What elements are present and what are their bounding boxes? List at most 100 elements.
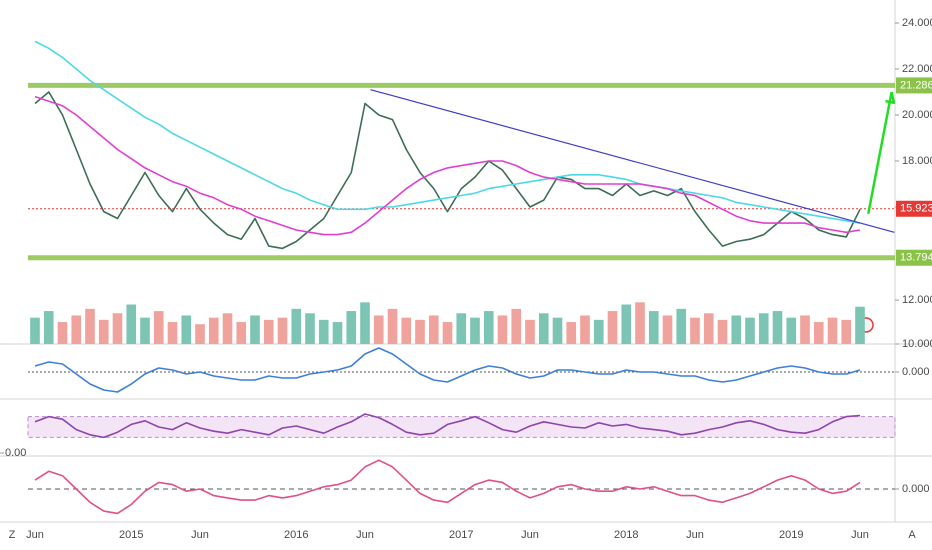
volume-bar bbox=[470, 317, 480, 344]
volume-bar bbox=[621, 304, 632, 344]
volume-bar bbox=[758, 313, 769, 344]
volume-bar bbox=[483, 311, 494, 344]
y-tick-label: 0.00 bbox=[5, 447, 26, 459]
volume-bar bbox=[167, 322, 178, 344]
volume-bar bbox=[401, 317, 412, 344]
x-tick-label: 2017 bbox=[449, 529, 473, 541]
volume-bar bbox=[181, 315, 192, 344]
y-tick-label: 0.000 bbox=[902, 366, 930, 378]
volume-bar bbox=[126, 304, 137, 344]
band bbox=[27, 416, 896, 438]
volume-bar bbox=[153, 311, 164, 344]
volume-bar bbox=[43, 311, 54, 344]
volume-bar bbox=[690, 317, 700, 344]
volume-bar bbox=[387, 308, 398, 344]
volume-bar bbox=[580, 315, 590, 344]
volume-bar bbox=[607, 311, 618, 344]
toolbar-right[interactable]: A bbox=[908, 529, 916, 541]
volume-bar bbox=[57, 322, 68, 344]
volume-bar bbox=[98, 319, 109, 344]
x-tick-label: Jun bbox=[26, 529, 44, 541]
y-tick-label: 0.000 bbox=[902, 483, 930, 495]
level-label-bg bbox=[896, 77, 932, 94]
volume-bar bbox=[827, 317, 838, 344]
x-tick-label: 2018 bbox=[614, 529, 638, 541]
arrow-head bbox=[885, 91, 896, 105]
volume-bar bbox=[525, 319, 535, 344]
x-tick-label: Jun bbox=[521, 529, 539, 541]
series-line bbox=[34, 40, 861, 224]
volume-bar bbox=[346, 311, 357, 344]
volume-bar bbox=[442, 322, 453, 344]
volume-bar bbox=[263, 319, 274, 344]
volume-bar bbox=[30, 317, 40, 344]
y-tick-label: 22.000 bbox=[902, 63, 932, 75]
series-line bbox=[34, 347, 861, 393]
toolbar-left[interactable]: Z bbox=[9, 529, 16, 541]
volume-bar bbox=[85, 308, 95, 344]
volume-bar bbox=[236, 322, 247, 344]
volume-bar bbox=[703, 313, 714, 344]
volume-bar bbox=[318, 319, 329, 344]
volume-bar bbox=[855, 306, 865, 344]
y-tick-label: 24.000 bbox=[902, 17, 932, 29]
volume-bar bbox=[277, 317, 288, 344]
volume-bar bbox=[648, 311, 659, 344]
volume-bar bbox=[662, 315, 673, 344]
x-tick-label: 2016 bbox=[284, 529, 308, 541]
arrow-shaft bbox=[867, 91, 893, 215]
volume-bar bbox=[772, 311, 783, 344]
volume-bar bbox=[195, 324, 205, 344]
x-tick-label: 2015 bbox=[119, 529, 143, 541]
volume-bar bbox=[635, 302, 645, 344]
volume-bar bbox=[71, 315, 82, 344]
volume-bar bbox=[222, 313, 233, 344]
volume-bar bbox=[813, 322, 824, 344]
volume-bar bbox=[373, 315, 384, 344]
volume-bar bbox=[745, 317, 755, 344]
volume-bar bbox=[140, 317, 150, 344]
x-tick-label: Jun bbox=[851, 529, 869, 541]
x-tick-label: 2019 bbox=[779, 529, 803, 541]
volume-bar bbox=[291, 308, 302, 344]
level-label-bg bbox=[896, 200, 932, 217]
series-line bbox=[34, 459, 861, 515]
level-label: 15.923 bbox=[900, 203, 932, 215]
level-label: 21.286 bbox=[900, 79, 932, 91]
volume-bar bbox=[552, 317, 563, 344]
volume-bar bbox=[497, 315, 508, 344]
series-line bbox=[34, 413, 861, 439]
volume-bar bbox=[566, 322, 577, 344]
trendline bbox=[370, 89, 895, 233]
y-tick-label: 20.000 bbox=[902, 109, 932, 121]
series-line bbox=[34, 91, 861, 250]
volume-bar bbox=[208, 317, 219, 344]
volume-bar bbox=[511, 308, 522, 344]
volume-bar bbox=[800, 315, 810, 344]
volume-bar bbox=[731, 315, 742, 344]
level-label: 13.794 bbox=[900, 252, 932, 264]
volume-bar bbox=[538, 313, 549, 344]
volume-bar bbox=[112, 313, 123, 344]
volume-bar bbox=[676, 308, 687, 344]
volume-bar bbox=[332, 322, 343, 344]
volume-bar bbox=[428, 315, 439, 344]
x-tick-label: Jun bbox=[356, 529, 374, 541]
volume-bar bbox=[305, 313, 315, 344]
volume-bar bbox=[250, 315, 260, 344]
volume-bar bbox=[841, 319, 852, 344]
x-tick-label: Jun bbox=[191, 529, 209, 541]
y-tick-label: 18.000 bbox=[902, 155, 932, 167]
volume-bar bbox=[360, 302, 370, 344]
x-tick-label: Jun bbox=[686, 529, 704, 541]
series-line bbox=[34, 95, 861, 236]
volume-bar bbox=[593, 319, 604, 344]
volume-bar bbox=[415, 319, 425, 344]
volume-bar bbox=[717, 319, 728, 344]
y-tick-label: 12.000 bbox=[902, 294, 932, 306]
level-label-bg bbox=[896, 249, 932, 266]
y-tick-label: 10.000 bbox=[902, 338, 932, 350]
volume-bar bbox=[786, 317, 797, 344]
